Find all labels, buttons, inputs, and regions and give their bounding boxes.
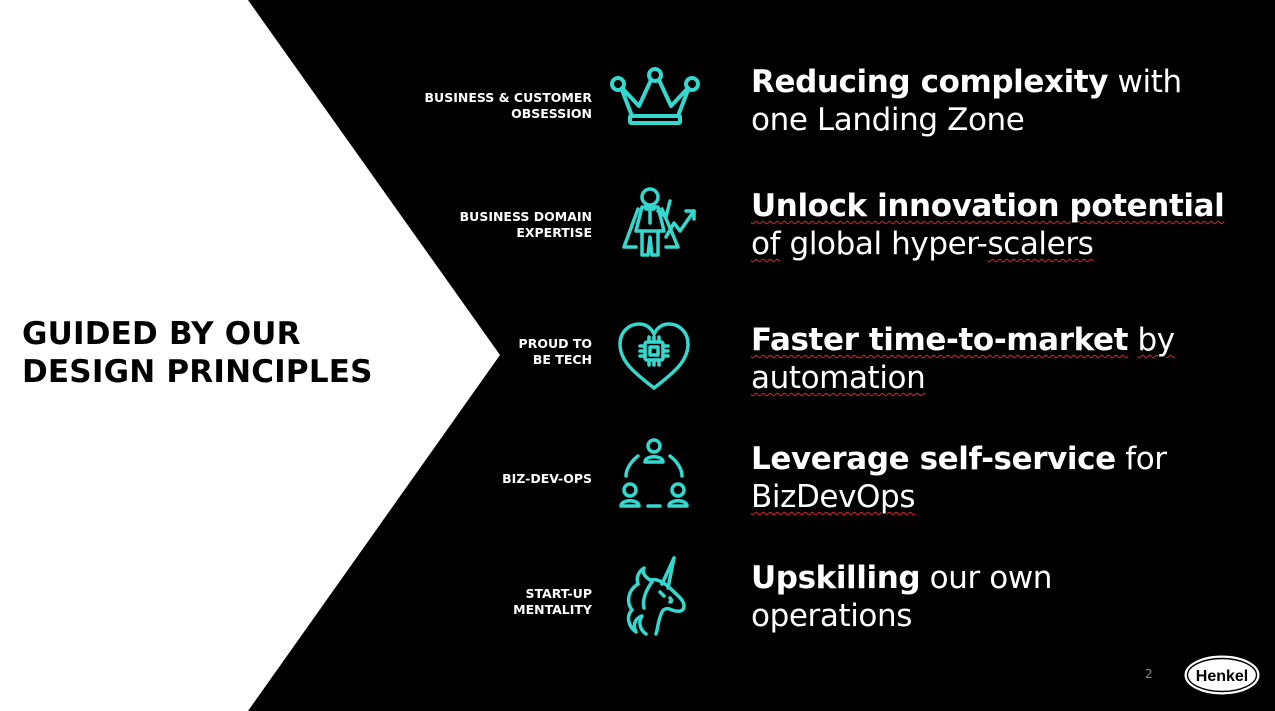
principle-label-line-1: BIZ-DEV-OPS [502,471,592,486]
slide-title-line-2: DESIGN PRINCIPLES [22,354,373,390]
principle-bold: Unlock innovation potential [751,188,1225,224]
team-cycle-icon [608,428,702,522]
slide-title-line-1: GUIDED BY OUR [22,316,301,352]
principle-rest-part-b: by [1137,322,1176,358]
principle-line2-part-a: of [751,226,781,262]
principle-bold: Leverage self-service [751,441,1116,477]
principle-bold: Reducing complexity [751,64,1109,100]
principle-bold-part-a: Faster [751,322,859,358]
principle-rest: for [1115,441,1167,477]
principle-rest: with [1108,64,1183,100]
principle-text-line-2: BizDevOps [751,479,916,515]
principle-text: Unlock innovation potential of global hy… [751,187,1271,263]
principle-label-line-2: OBSESSION [511,106,592,121]
principle-text: Upskilling our own operations [751,559,1271,635]
principle-label-line-1: BUSINESS DOMAIN [459,209,592,224]
principle-label-line-2: MENTALITY [513,602,592,617]
logo-text: Henkel [1196,668,1248,685]
principle-row-complexity: BUSINESS & CUSTOMER OBSESSION Reducing c… [0,48,1275,148]
principle-text-line-1: Reducing complexity with [751,63,1271,101]
principle-text-line-1: Unlock innovation potential [751,187,1271,225]
principle-rest-part-a [1128,322,1137,358]
principle-line2-part-c: scalers [987,226,1094,262]
principle-row-self-service: BIZ-DEV-OPS Leverage self-service for Bi… [0,425,1275,525]
crown-icon [608,50,702,144]
principle-text-line-1: Faster time-to-market by [751,321,1271,359]
principle-row-time-to-market: PROUD TO BE TECH Faster time-to-market b… [0,304,1275,404]
superhero-growth-icon [608,175,702,269]
principle-label: BIZ-DEV-OPS [502,471,592,487]
principle-label: BUSINESS & CUSTOMER OBSESSION [425,90,592,122]
principle-line2-part-b: global hyper- [780,226,988,262]
principle-text-line-2: of global hyper-scalers [751,225,1271,263]
principle-label: START-UP MENTALITY [513,586,592,618]
principle-text-line-1: Upskilling our own [751,559,1271,597]
principle-text: Reducing complexity with one Landing Zon… [751,63,1271,139]
principle-label-line-2: BE TECH [532,352,592,367]
principle-row-upskilling: START-UP MENTALITY Upskilling our own op… [0,547,1275,647]
slide-title: GUIDED BY OUR DESIGN PRINCIPLES [22,315,442,391]
principle-bold: Upskilling [751,560,921,596]
henkel-logo: Henkel [1183,654,1261,696]
principle-text: Faster time-to-market by automation [751,321,1271,397]
principle-text-line-2: operations [751,598,912,634]
unicorn-icon [608,550,702,644]
page-number: 2 [1145,667,1153,681]
heart-chip-icon [608,308,702,402]
principle-bold-part-b: time-to-market [858,322,1129,358]
principle-text-line-1: Leverage self-service for [751,440,1271,478]
principle-label-line-1: PROUD TO [518,336,592,351]
principle-label: PROUD TO BE TECH [519,336,592,368]
principle-text-line-2: one Landing Zone [751,102,1025,138]
principle-row-innovation: BUSINESS DOMAIN EXPERTISE Unlock innovat… [0,172,1275,272]
principle-label-line-2: EXPERTISE [516,225,592,240]
principle-text: Leverage self-service for BizDevOps [751,440,1271,516]
principle-rest: our own [920,560,1053,596]
principle-label-line-1: BUSINESS & CUSTOMER [424,90,592,105]
principle-label: BUSINESS DOMAIN EXPERTISE [460,209,592,241]
principle-label-line-1: START-UP [525,586,593,601]
principle-text-line-2: automation [751,360,926,396]
